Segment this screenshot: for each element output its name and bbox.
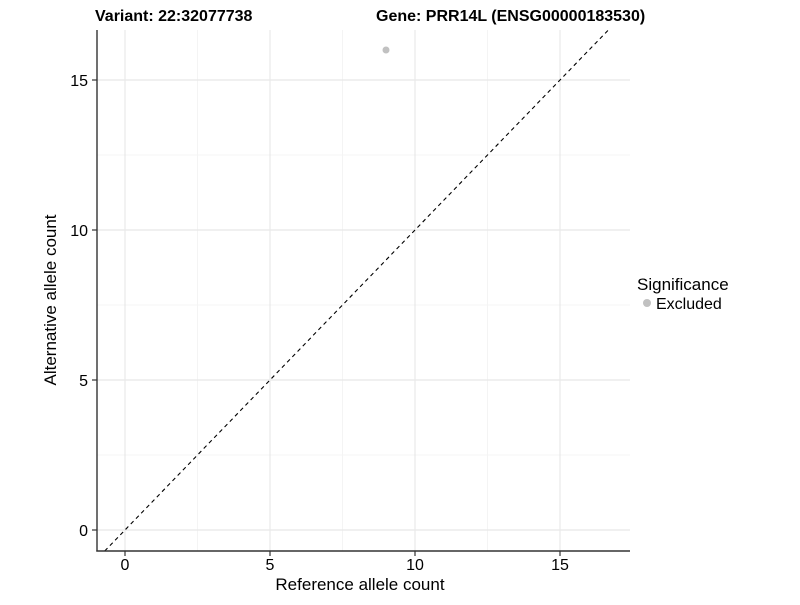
legend-item-excluded: Excluded bbox=[643, 296, 722, 313]
gridlines-minor bbox=[97, 30, 630, 551]
x-tick-label: 10 bbox=[406, 557, 424, 574]
data-layer bbox=[104, 29, 609, 552]
data-point bbox=[382, 46, 390, 54]
legend-point-icon bbox=[643, 299, 651, 307]
tick-layer: 0 5 10 15 0 5 10 15 bbox=[70, 73, 569, 574]
gridlines-major bbox=[97, 30, 630, 551]
plot-title-variant: Variant: 22:32077738 bbox=[95, 8, 253, 25]
x-tick-label: 5 bbox=[266, 557, 275, 574]
legend: Significance Excluded bbox=[637, 275, 729, 313]
y-tick-label: 15 bbox=[70, 73, 88, 90]
x-axis-label: Reference allele count bbox=[275, 575, 444, 594]
legend-item-label: Excluded bbox=[656, 296, 722, 313]
y-tick-label: 5 bbox=[79, 373, 88, 390]
x-tick-label: 0 bbox=[121, 557, 130, 574]
legend-title: Significance bbox=[637, 275, 729, 294]
identity-line bbox=[104, 29, 609, 552]
y-axis-label: Alternative allele count bbox=[41, 214, 60, 385]
plot-title-gene: Gene: PRR14L (ENSG00000183530) bbox=[376, 8, 645, 25]
y-tick-label: 10 bbox=[70, 223, 88, 240]
y-tick-label: 0 bbox=[79, 523, 88, 540]
x-tick-label: 15 bbox=[551, 557, 569, 574]
